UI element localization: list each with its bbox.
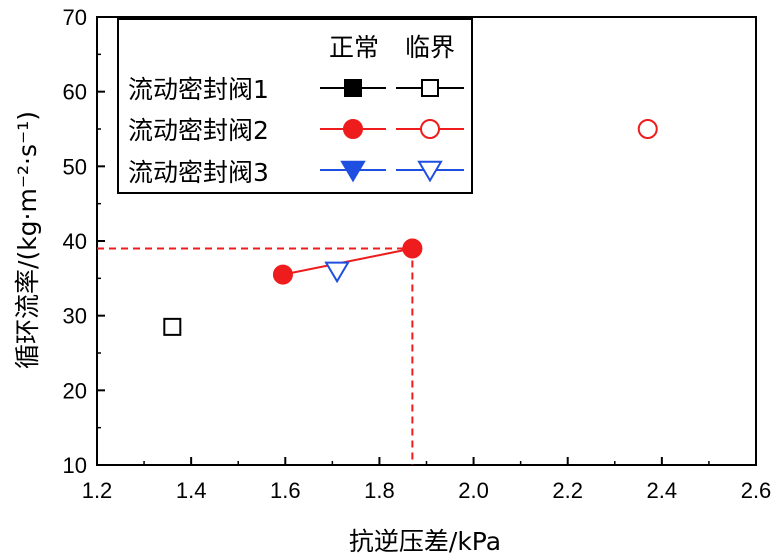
data-point	[272, 264, 293, 285]
x-tick-label: 1.2	[82, 478, 113, 503]
y-tick-label: 10	[63, 453, 87, 478]
data-point	[402, 238, 423, 259]
series-line	[282, 247, 413, 276]
legend-label-valve-3: 流动密封阀3	[128, 158, 269, 187]
x-tick-label: 2.6	[741, 478, 772, 503]
y-tick-label: 20	[63, 378, 87, 403]
y-tick-label: 30	[63, 304, 87, 329]
legend-marker-normal	[340, 160, 366, 183]
x-axis-title: 抗逆压差/kPa	[349, 527, 501, 556]
x-tick-label: 2.2	[552, 478, 583, 503]
x-tick-label: 2.0	[458, 478, 489, 503]
legend-marker-critical	[420, 119, 440, 139]
legend-header-critical: 临界	[405, 33, 455, 62]
y-tick-label: 60	[63, 80, 87, 105]
legend-label-valve-2: 流动密封阀2	[128, 116, 269, 145]
y-tick-label: 40	[63, 229, 87, 254]
legend-marker-critical	[417, 160, 443, 183]
x-tick-label: 2.4	[647, 478, 678, 503]
y-tick-label: 70	[63, 5, 87, 30]
legend-header-normal: 正常	[329, 33, 379, 62]
y-axis-title: 循环流率/(kg·m⁻²·s⁻¹)	[13, 111, 42, 369]
y-tick-label: 50	[63, 154, 87, 179]
legend-box	[117, 18, 473, 194]
x-tick-label: 1.4	[176, 478, 207, 503]
legend-marker-normal	[343, 119, 363, 139]
data-point	[637, 119, 658, 139]
data-point	[163, 317, 182, 336]
data-point	[324, 261, 350, 284]
legend-marker-critical	[421, 79, 439, 97]
x-tick-label: 1.8	[364, 478, 395, 503]
legend-marker-normal	[344, 79, 362, 97]
x-tick-label: 1.6	[270, 478, 301, 503]
legend-label-valve-1: 流动密封阀1	[128, 75, 269, 104]
